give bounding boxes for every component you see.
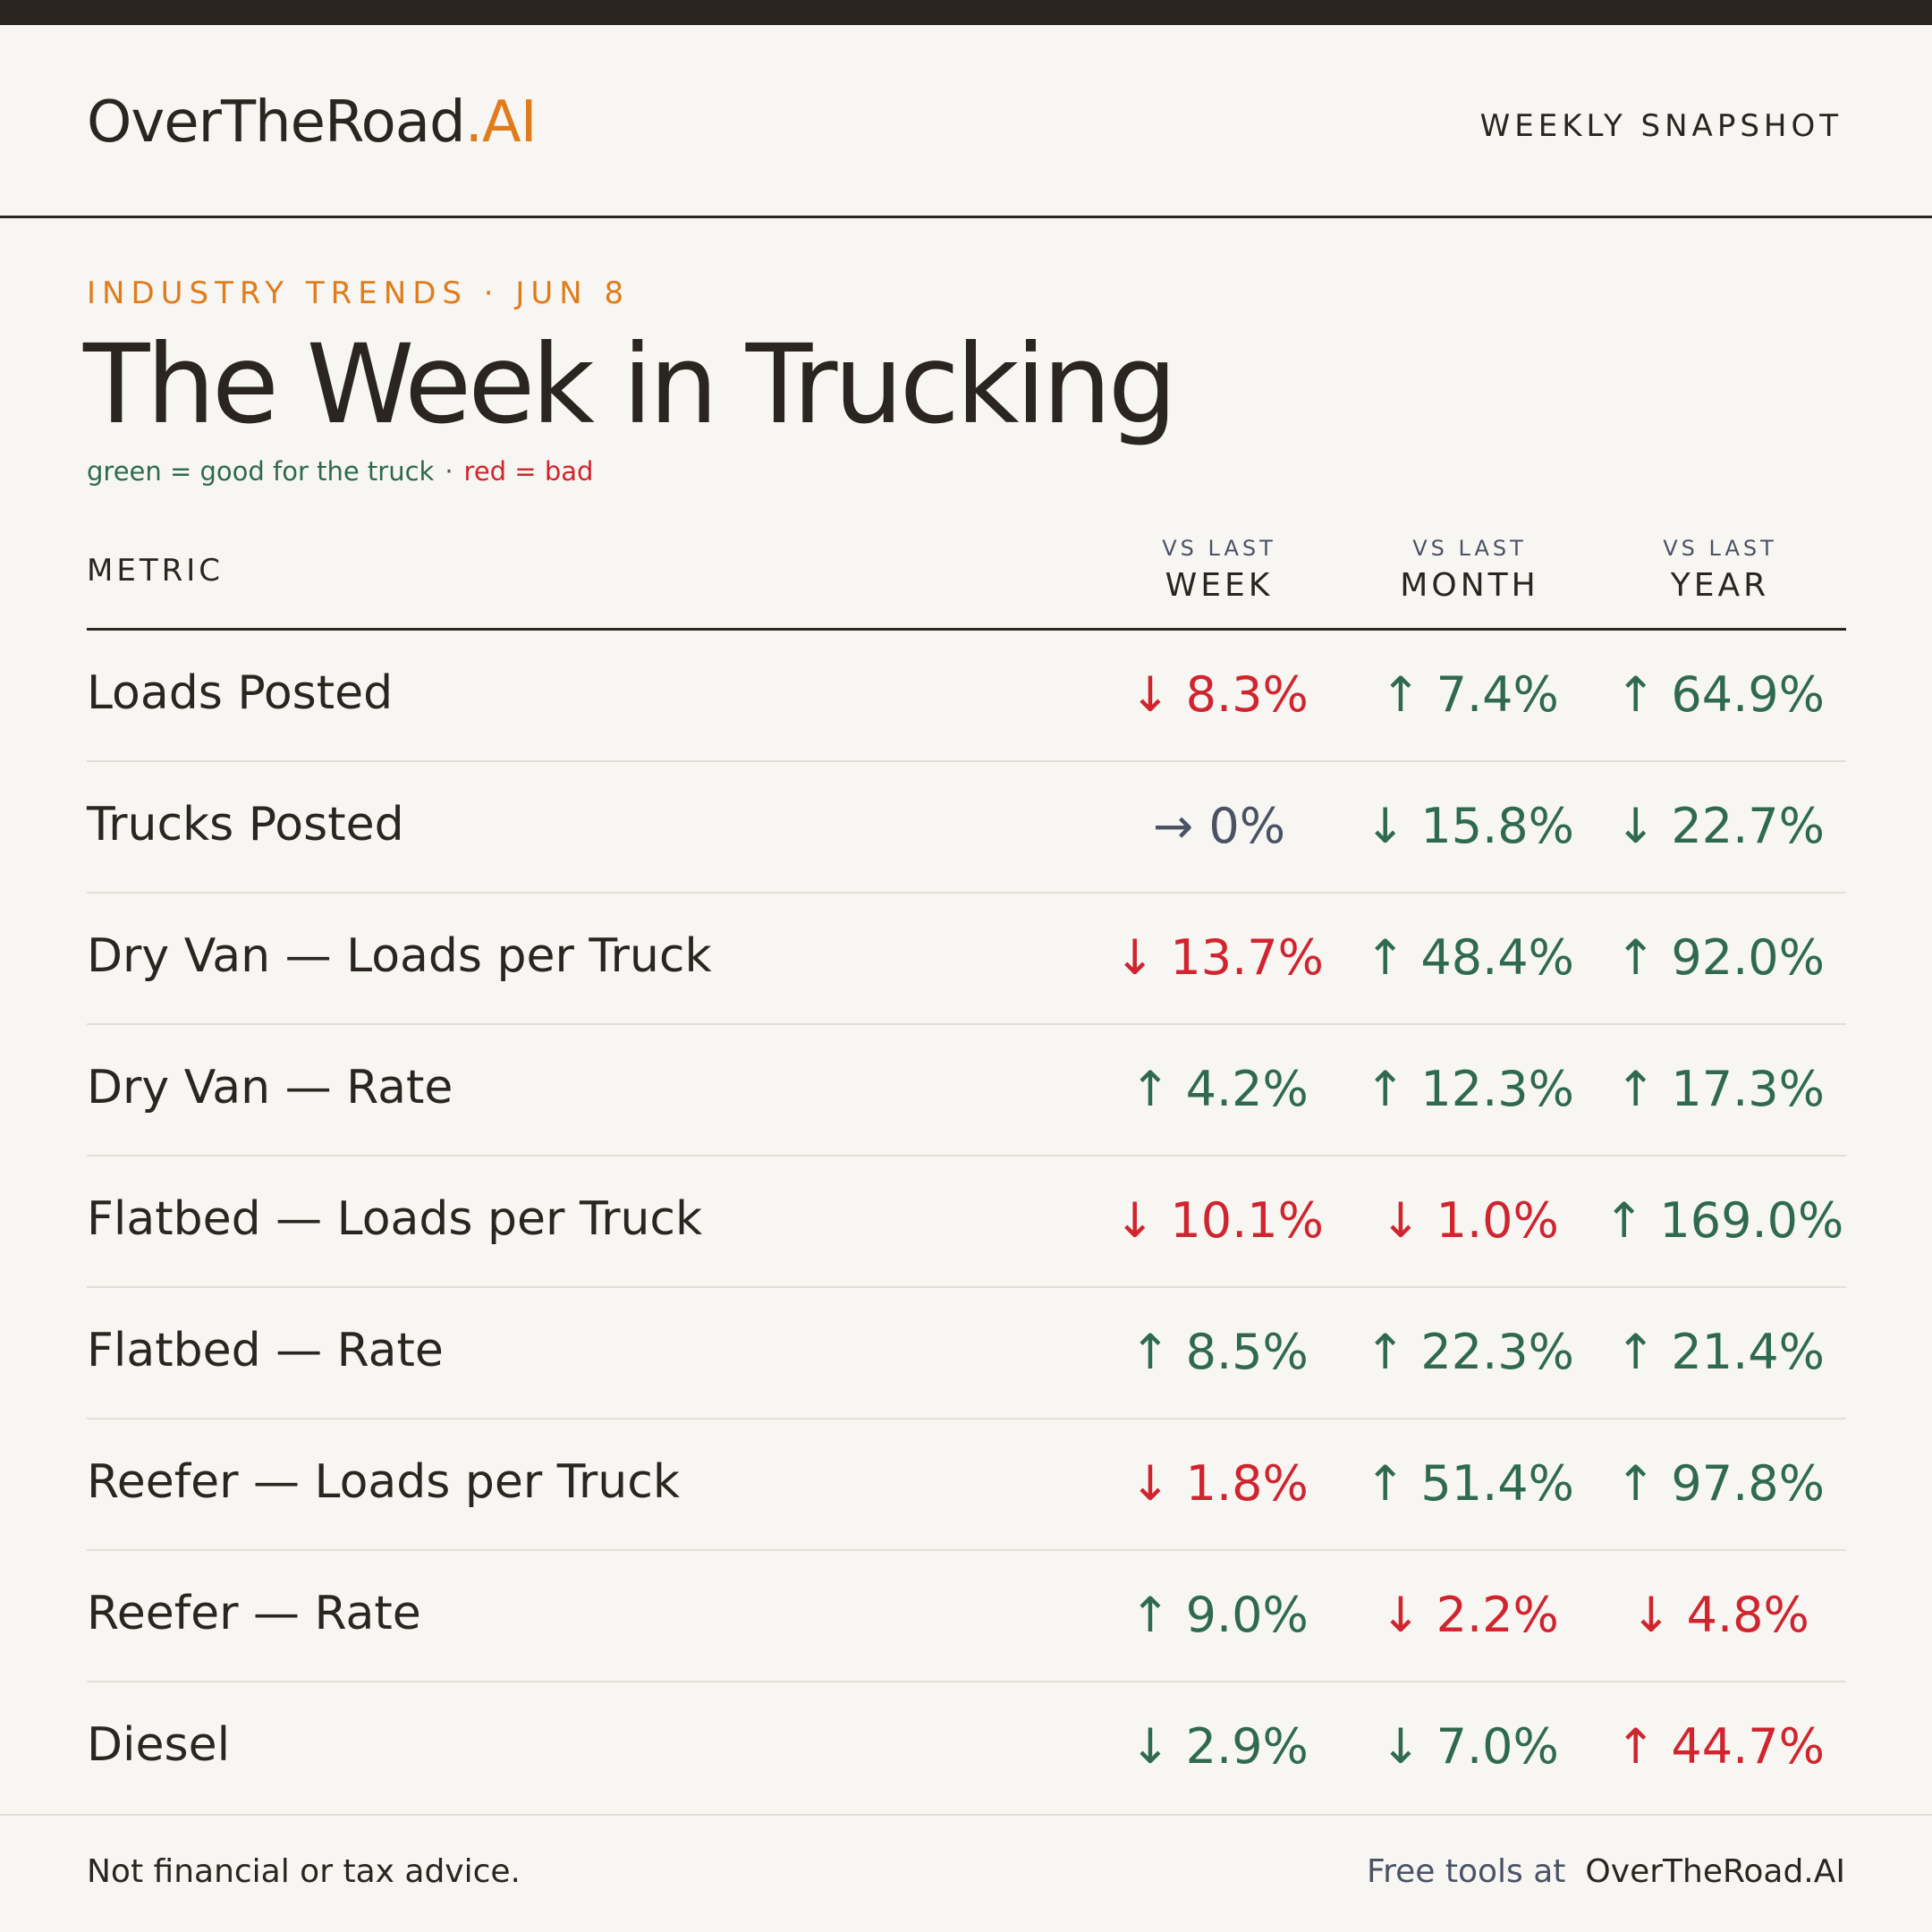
metric-name: Reefer — Loads per Truck [87,1455,680,1509]
metric-name: Trucks Posted [87,798,404,852]
year-column-header: VS LAST YEAR [1604,533,1836,608]
table-body: Loads Posted ↓ 8.3% ↑ 7.4% ↑ 64.9% Truck… [87,631,1846,1812]
week-change: ↑ 9.0% [1130,1587,1309,1643]
footer: Not financial or tax advice. Free tools … [0,1814,1932,1932]
week-change: ↓ 10.1% [1114,1192,1324,1249]
metric-name: Flatbed — Loads per Truck [87,1192,703,1246]
week-change: ↑ 8.5% [1130,1324,1309,1380]
year-change: ↓ 22.7% [1615,798,1825,854]
brand-accent: .AI [464,89,538,156]
week-header-small: VS LAST [1162,536,1276,561]
metric-column-header: METRIC [87,553,224,589]
week-header-big: WEEK [1165,567,1274,604]
metric-name: Flatbed — Rate [87,1324,444,1377]
month-change: ↑ 7.4% [1380,666,1559,723]
year-change: ↑ 17.3% [1615,1061,1825,1117]
year-change: ↑ 21.4% [1615,1324,1825,1380]
year-change: ↑ 169.0% [1604,1192,1844,1249]
metric-name: Reefer — Rate [87,1587,421,1640]
table-row: Loads Posted ↓ 8.3% ↑ 7.4% ↑ 64.9% [87,631,1846,762]
week-change: ↓ 8.3% [1130,666,1309,723]
month-header-small: VS LAST [1412,536,1527,561]
year-header-small: VS LAST [1663,536,1777,561]
table-row: Trucks Posted → 0% ↓ 15.8% ↓ 22.7% [87,762,1846,894]
page-title: The Week in Trucking [83,321,1177,448]
kicker: INDUSTRY TRENDS · JUN 8 [87,275,631,311]
month-change: ↑ 51.4% [1365,1455,1574,1512]
table-row: Reefer — Rate ↑ 9.0% ↓ 2.2% ↓ 4.8% [87,1551,1846,1682]
year-change: ↑ 64.9% [1615,666,1825,723]
brand-logo[interactable]: OverTheRoad.AI [87,89,538,156]
month-column-header: VS LAST MONTH [1353,533,1586,608]
table-row: Reefer — Loads per Truck ↓ 1.8% ↑ 51.4% … [87,1419,1846,1551]
snapshot-label: WEEKLY SNAPSHOT [1479,108,1843,144]
disclaimer: Not financial or tax advice. [87,1853,521,1890]
header: OverTheRoad.AI WEEKLY SNAPSHOT [0,25,1932,218]
table-row: Flatbed — Rate ↑ 8.5% ↑ 22.3% ↑ 21.4% [87,1288,1846,1419]
month-change: ↓ 2.2% [1380,1587,1559,1643]
month-change: ↓ 1.0% [1380,1192,1559,1249]
metric-name: Dry Van — Loads per Truck [87,929,712,983]
month-change: ↓ 7.0% [1380,1718,1559,1775]
table-row: Diesel ↓ 2.9% ↓ 7.0% ↑ 44.7% [87,1682,1846,1812]
trends-table: METRIC VS LAST WEEK VS LAST MONTH VS LAS… [87,528,1846,1812]
month-header-big: MONTH [1400,567,1539,604]
legend-good: green = good for the truck [87,456,435,487]
month-change: ↑ 12.3% [1365,1061,1574,1117]
table-row: Dry Van — Loads per Truck ↓ 13.7% ↑ 48.4… [87,894,1846,1025]
month-change: ↑ 48.4% [1365,929,1574,986]
week-column-header: VS LAST WEEK [1103,533,1335,608]
week-change: ↓ 1.8% [1130,1455,1309,1512]
brand-main: OverTheRoad [87,89,466,156]
top-bar [0,0,1932,25]
week-change: → 0% [1152,798,1286,854]
table-row: Dry Van — Rate ↑ 4.2% ↑ 12.3% ↑ 17.3% [87,1025,1846,1157]
site-link[interactable]: OverTheRoad.AI [1585,1853,1845,1890]
metric-name: Loads Posted [87,666,394,720]
year-header-big: YEAR [1670,567,1770,604]
table-header: METRIC VS LAST WEEK VS LAST MONTH VS LAS… [87,528,1846,631]
month-change: ↓ 15.8% [1365,798,1574,854]
metric-name: Dry Van — Rate [87,1061,453,1114]
year-change: ↓ 4.8% [1631,1587,1809,1643]
legend-separator: · [445,456,453,487]
year-change: ↑ 44.7% [1615,1718,1825,1775]
year-change: ↑ 97.8% [1615,1455,1825,1512]
month-change: ↑ 22.3% [1365,1324,1574,1380]
color-legend: green = good for the truck · red = bad [87,456,593,487]
footer-tools: Free tools at OverTheRoad.AI [1367,1853,1845,1890]
year-change: ↑ 92.0% [1615,929,1825,986]
metric-name: Diesel [87,1718,231,1772]
legend-bad: red = bad [463,456,594,487]
week-change: ↓ 2.9% [1130,1718,1309,1775]
week-change: ↓ 13.7% [1114,929,1324,986]
table-row: Flatbed — Loads per Truck ↓ 10.1% ↓ 1.0%… [87,1157,1846,1288]
week-change: ↑ 4.2% [1130,1061,1309,1117]
tools-lead: Free tools at [1367,1853,1566,1890]
